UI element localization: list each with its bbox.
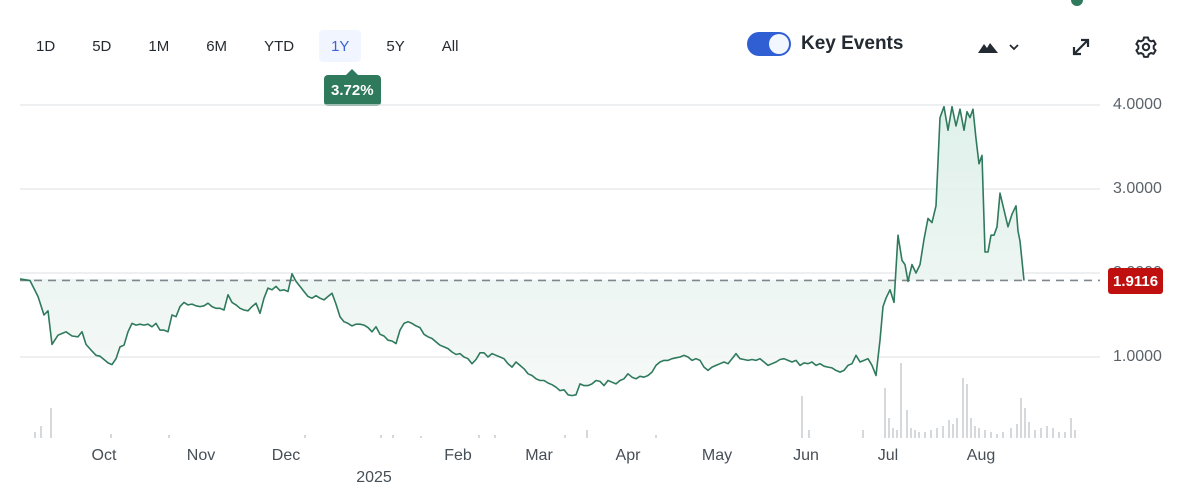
toggle-knob — [769, 34, 789, 54]
volume-bar — [494, 435, 496, 438]
x-tick-label: Jun — [793, 447, 819, 464]
volume-bar — [40, 426, 42, 438]
x-tick-label: Mar — [525, 447, 553, 464]
x-tick-label: Jul — [877, 447, 899, 464]
expand-icon — [1072, 38, 1090, 56]
volume-bar — [110, 434, 112, 438]
change-percent-badge: 3.72% — [324, 69, 381, 106]
chevron-down-icon — [1009, 44, 1019, 51]
year-label: 2025 — [356, 469, 392, 486]
volume-bar — [970, 418, 972, 438]
price-area — [20, 106, 1024, 396]
volume-bar — [942, 426, 944, 438]
volume-bar — [168, 435, 170, 438]
volume-bar — [924, 432, 926, 438]
volume-bar — [586, 430, 588, 438]
volume-bar — [892, 428, 894, 438]
last-price-dot — [1071, 0, 1083, 6]
x-tick-label: Dec — [271, 447, 301, 464]
volume-bar — [900, 363, 902, 438]
volume-bar — [1002, 432, 1004, 438]
volume-bar — [34, 432, 36, 438]
y-tick-label: 3.0000 — [1113, 180, 1162, 197]
range-tab-1m[interactable]: 1M — [148, 37, 170, 55]
y-tick-label: 4.0000 — [1113, 96, 1162, 113]
volume-bar — [392, 435, 394, 438]
volume-bar — [936, 428, 938, 438]
volume-bar — [884, 388, 886, 438]
volume-bar — [564, 435, 566, 438]
range-tab-5d[interactable]: 5D — [92, 37, 112, 55]
volume-bar — [906, 410, 908, 438]
volume-bar — [896, 430, 898, 438]
volume-bar — [1074, 430, 1076, 438]
volume-bar — [1034, 430, 1036, 438]
x-tick-label: May — [701, 447, 733, 464]
expand-button[interactable] — [1068, 34, 1094, 60]
volume-bar — [1064, 432, 1066, 438]
chart-type-dropdown[interactable] — [978, 34, 1028, 60]
volume-bar — [930, 430, 932, 438]
volume-bar — [420, 436, 422, 438]
range-tab-5y[interactable]: 5Y — [386, 37, 405, 55]
price-line — [19, 105, 1025, 397]
volume-bar — [1020, 398, 1022, 438]
volume-bar — [808, 430, 810, 438]
volume-bar — [862, 430, 864, 438]
volume-bar — [1052, 428, 1054, 438]
toggle-switch[interactable] — [747, 32, 791, 56]
volume-bar — [948, 420, 950, 438]
x-tick-label: Oct — [91, 447, 117, 464]
volume-bar — [1070, 418, 1072, 438]
volume-bar — [990, 432, 992, 438]
x-tick-label: Nov — [186, 447, 216, 464]
volume-bar — [1016, 424, 1018, 438]
volume-bar — [962, 378, 964, 438]
x-tick-label: Feb — [444, 447, 472, 464]
range-tab-all[interactable]: All — [441, 37, 459, 55]
volume-bar — [996, 434, 998, 438]
settings-button[interactable] — [1133, 34, 1159, 60]
range-tab-ytd[interactable]: YTD — [264, 37, 295, 55]
x-tick-label: Apr — [615, 447, 641, 464]
volume-bar — [304, 435, 306, 438]
volume-bar — [1024, 408, 1026, 438]
volume-bar — [1046, 426, 1048, 438]
range-tab-6m[interactable]: 6M — [206, 37, 228, 55]
volume-bar — [50, 408, 52, 438]
y-tick-label: 1.0000 — [1113, 348, 1162, 365]
key-events-toggle[interactable]: Key Events — [747, 32, 927, 56]
volume-bar — [918, 432, 920, 438]
volume-bar — [888, 418, 890, 438]
volume-bar — [910, 428, 912, 438]
mountain-icon — [978, 43, 998, 53]
range-tab-1d[interactable]: 1D — [36, 37, 56, 55]
volume-bar — [655, 435, 657, 438]
volume-bar — [1028, 422, 1030, 438]
key-events-label: Key Events — [801, 33, 904, 54]
volume-bar — [974, 426, 976, 438]
volume-bar — [1058, 432, 1060, 438]
volume-bar — [966, 384, 968, 438]
volume-bar — [1010, 428, 1012, 438]
x-tick-label: Aug — [966, 447, 996, 464]
volume-bar — [952, 424, 954, 438]
volume-bar — [978, 428, 980, 438]
volume-bar — [380, 435, 382, 438]
range-tab-1y[interactable]: 1Y — [319, 30, 362, 62]
volume-bar — [956, 418, 958, 438]
volume-bars — [34, 363, 1076, 438]
volume-bar — [478, 435, 480, 438]
range-tabs: 1D 5D 1M 6M YTD 1Y 5Y All — [24, 30, 483, 62]
volume-bar — [914, 430, 916, 438]
volume-bar — [1040, 428, 1042, 438]
volume-bar — [984, 430, 986, 438]
gear-icon — [1135, 36, 1157, 58]
current-price-badge: 1.9116 — [1108, 268, 1164, 294]
volume-bar — [801, 396, 803, 438]
